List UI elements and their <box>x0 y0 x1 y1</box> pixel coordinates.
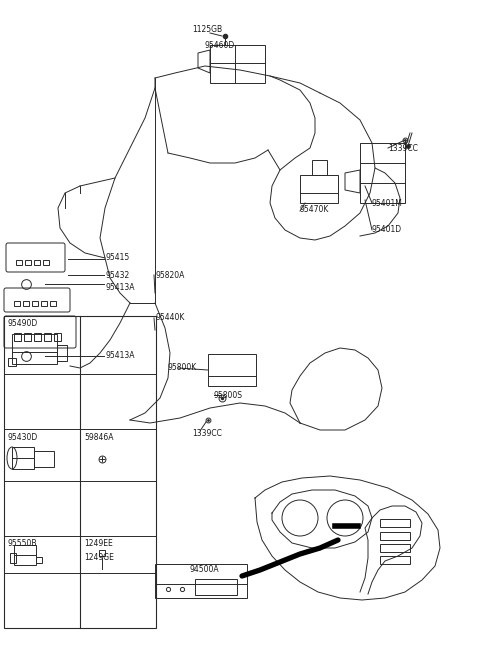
Bar <box>14 301 20 306</box>
Bar <box>360 143 405 203</box>
Bar <box>380 556 410 564</box>
Text: 95413A: 95413A <box>105 284 134 293</box>
Text: 1339CC: 1339CC <box>388 143 418 153</box>
Bar <box>380 544 410 552</box>
Bar <box>195 579 237 595</box>
Bar <box>57 345 67 361</box>
Text: 95470K: 95470K <box>300 205 329 215</box>
Bar <box>155 564 247 598</box>
Text: 95490D: 95490D <box>8 320 38 328</box>
Bar <box>12 334 57 364</box>
Bar <box>34 260 40 265</box>
Bar <box>24 333 31 341</box>
Bar <box>36 557 42 563</box>
Bar <box>54 333 61 341</box>
Text: 59846A: 59846A <box>84 432 113 442</box>
Text: 95820A: 95820A <box>155 270 184 280</box>
Text: 95800S: 95800S <box>214 390 243 399</box>
Bar <box>312 160 327 175</box>
Bar <box>380 519 410 527</box>
Text: 95800K: 95800K <box>168 363 197 372</box>
Text: 94500A: 94500A <box>190 565 220 574</box>
Bar <box>210 45 265 83</box>
Text: 95430D: 95430D <box>8 432 38 442</box>
Text: 1339CC: 1339CC <box>192 428 222 438</box>
Text: 95550B: 95550B <box>8 540 37 549</box>
Bar <box>14 545 36 565</box>
Bar <box>8 358 16 366</box>
Bar <box>10 553 16 563</box>
Bar <box>4 316 156 628</box>
Bar <box>12 447 34 469</box>
Bar <box>50 301 56 306</box>
Bar <box>16 260 22 265</box>
Bar <box>208 354 256 386</box>
Bar <box>43 260 49 265</box>
Text: 1249EE: 1249EE <box>84 538 113 547</box>
Text: 95413A: 95413A <box>105 351 134 361</box>
Bar <box>41 301 47 306</box>
Bar <box>300 175 338 203</box>
Text: 1249GE: 1249GE <box>84 553 114 561</box>
Bar <box>23 301 29 306</box>
Bar <box>44 333 51 341</box>
Text: 1125GB: 1125GB <box>192 26 222 34</box>
Bar <box>34 333 41 341</box>
Bar <box>32 301 38 306</box>
Bar <box>34 451 54 467</box>
Text: 95401M: 95401M <box>372 199 403 207</box>
Bar <box>14 333 21 341</box>
Text: 95432: 95432 <box>105 270 129 280</box>
Bar <box>25 260 31 265</box>
Bar <box>380 532 410 540</box>
Text: 95440K: 95440K <box>155 313 184 322</box>
Text: 95401D: 95401D <box>372 226 402 234</box>
Text: 95460D: 95460D <box>205 41 235 51</box>
Text: 95415: 95415 <box>105 253 129 263</box>
